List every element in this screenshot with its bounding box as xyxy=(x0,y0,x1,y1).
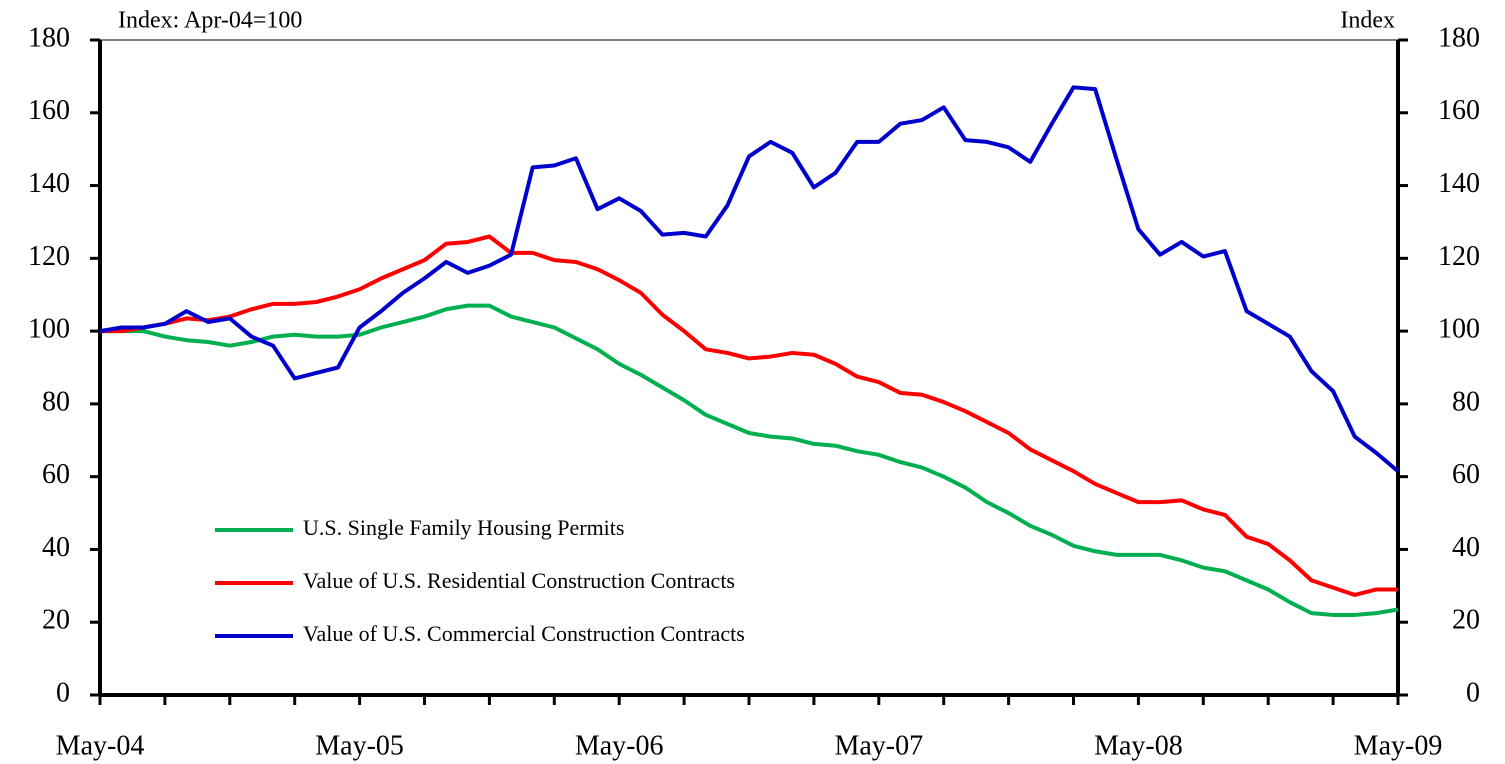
y-tick-label: 40 xyxy=(42,532,70,563)
y-tick-label: 180 xyxy=(28,22,70,53)
y-tick-label: 100 xyxy=(28,314,70,345)
y2-tick-label: 120 xyxy=(1438,241,1480,272)
right-axis-title: Index xyxy=(1340,8,1395,34)
series-line xyxy=(100,234,1398,597)
legend-label: Value of U.S. Commercial Construction Co… xyxy=(303,621,745,646)
x-tick-label: May-06 xyxy=(575,730,664,761)
y2-tick-label: 60 xyxy=(1452,459,1480,490)
y2-tick-label: 80 xyxy=(1452,386,1480,417)
y2-tick-label: 20 xyxy=(1452,605,1480,636)
y2-tick-label: 180 xyxy=(1438,22,1480,53)
x-tick-label: May-04 xyxy=(56,730,145,761)
y-tick-label: 140 xyxy=(28,168,70,199)
y2-tick-label: 140 xyxy=(1438,168,1480,199)
y-tick-label: 80 xyxy=(42,386,70,417)
y-tick-label: 120 xyxy=(28,241,70,272)
x-tick-label: May-09 xyxy=(1354,730,1443,761)
legend-label: Value of U.S. Residential Construction C… xyxy=(303,568,735,593)
y-tick-label: 60 xyxy=(42,459,70,490)
y2-tick-label: 0 xyxy=(1466,677,1480,708)
left-axis-title: Index: Apr-04=100 xyxy=(118,8,302,34)
series-line xyxy=(100,303,1399,617)
y-tick-label: 0 xyxy=(56,677,70,708)
y-tick-label: 20 xyxy=(42,605,70,636)
x-tick-label: May-07 xyxy=(834,730,923,761)
y2-tick-label: 160 xyxy=(1438,95,1480,126)
series-line xyxy=(99,85,1400,473)
legend-label: U.S. Single Family Housing Permits xyxy=(303,515,624,540)
y2-tick-label: 100 xyxy=(1438,314,1480,345)
x-tick-label: May-05 xyxy=(315,730,404,761)
x-tick-label: May-08 xyxy=(1094,730,1183,761)
y2-tick-label: 40 xyxy=(1452,532,1480,563)
plot-frame xyxy=(99,39,1399,696)
y-tick-label: 160 xyxy=(28,95,70,126)
